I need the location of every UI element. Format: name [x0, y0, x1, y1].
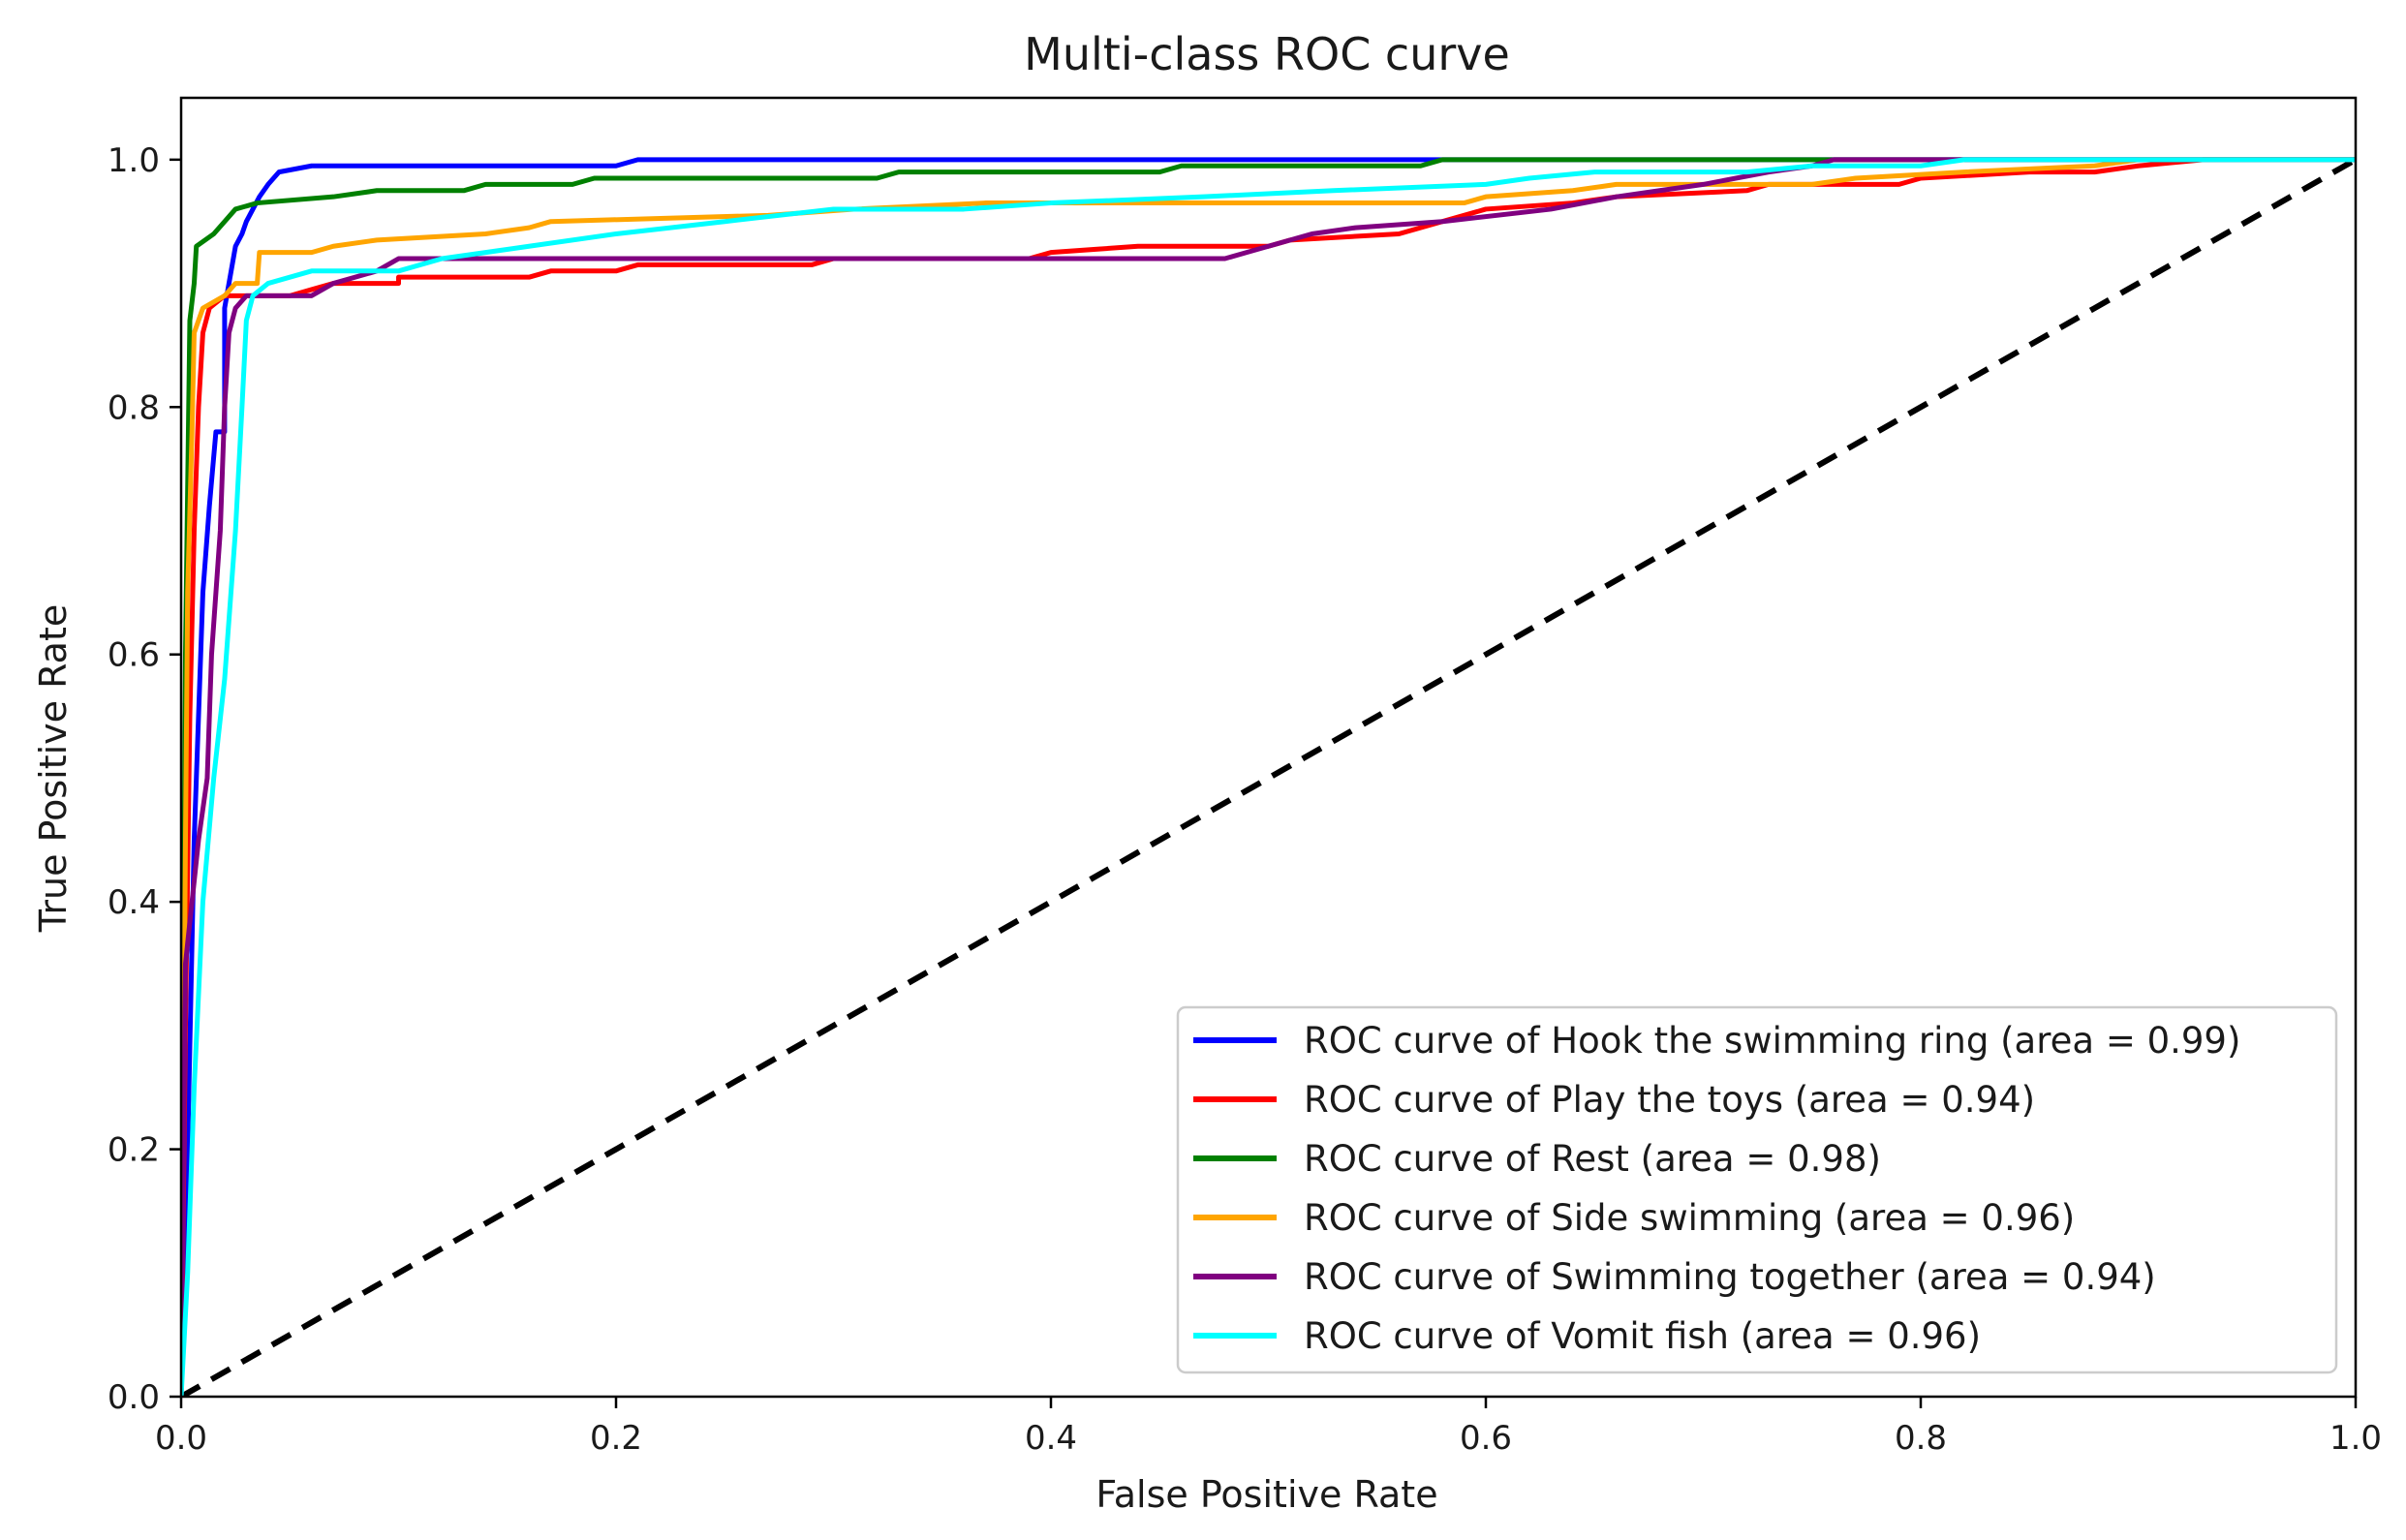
x-tick-label: 0.8	[1895, 1419, 1947, 1458]
x-tick-label: 0.0	[155, 1419, 207, 1458]
x-tick-label: 0.4	[1025, 1419, 1077, 1458]
axis-ticks: 0.0 0.2 0.4 0.6 0.8 1.0 0.0 0.2 0.4 0.6 0.8 1.0	[108, 141, 2382, 1458]
legend-label-2: ROC curve of Rest (area = 0.98)	[1304, 1138, 1881, 1180]
series-line-2	[181, 157, 2356, 1397]
y-tick-label: 0.2	[108, 1131, 160, 1170]
legend-label-1: ROC curve of Play the toys (area = 0.94)	[1304, 1079, 2035, 1121]
legend-box	[1176, 1005, 2338, 1374]
plot-frame	[179, 96, 2358, 1399]
series-lines	[181, 157, 2356, 1397]
legend-label-4: ROC curve of Swimming together (area = 0…	[1304, 1256, 2156, 1298]
x-axis-label: False Positive Rate	[1095, 1473, 1437, 1516]
y-tick-label: 1.0	[108, 141, 160, 180]
series-line-4	[181, 157, 2356, 1397]
x-tick-label: 1.0	[2329, 1419, 2382, 1458]
y-tick-label: 0.0	[108, 1378, 160, 1417]
legend-label-5: ROC curve of Vomit fish (area = 0.96)	[1304, 1315, 1981, 1357]
y-tick-label: 0.6	[108, 636, 160, 675]
series-line-5	[181, 157, 2356, 1397]
legend-label-3: ROC curve of Side swimming (area = 0.96)	[1304, 1197, 2075, 1239]
x-tick-label: 0.6	[1460, 1419, 1512, 1458]
y-tick-label: 0.4	[108, 883, 160, 922]
series-line-0	[181, 157, 2356, 1397]
series-line-3	[181, 157, 2356, 1397]
legend: ROC curve of Hook the swimming ring (are…	[1176, 1005, 2338, 1374]
x-tick-label: 0.2	[590, 1419, 642, 1458]
y-axis-label: True Positive Rate	[32, 604, 75, 934]
y-tick-label: 0.8	[108, 388, 160, 427]
plot-area	[179, 96, 2358, 1399]
chart-title: Multi-class ROC curve	[1024, 28, 1510, 80]
legend-label-0: ROC curve of Hook the swimming ring (are…	[1304, 1020, 2240, 1062]
